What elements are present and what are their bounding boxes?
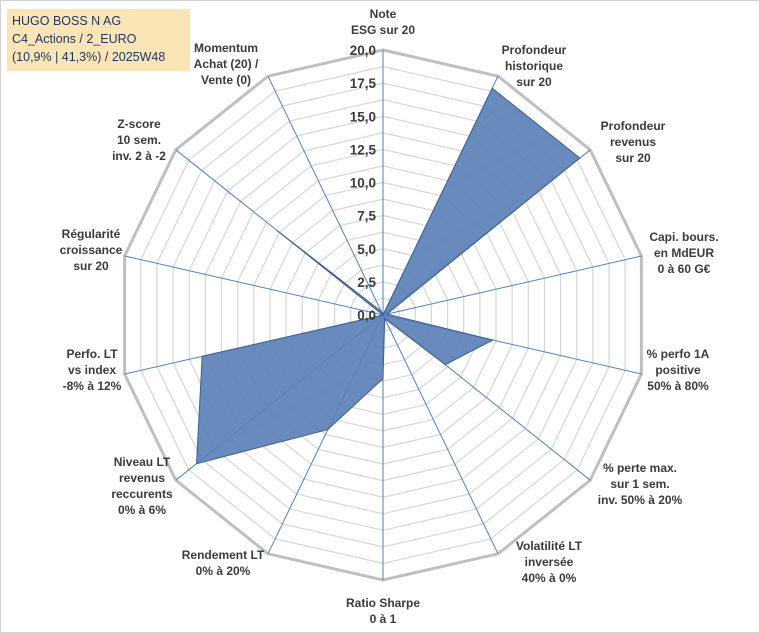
radar-axis-label-line: historique — [505, 59, 563, 73]
radar-axis-label-line: revenus — [119, 471, 165, 485]
radar-tick-labels: 0,0 2,5 5,0 7,5 10,0 12,5 15,0 17,5 20,0 — [350, 43, 377, 323]
radar-axis-label-line: inv. 2 à -2 — [112, 149, 166, 163]
radar-axis-label: Profondeur historique sur 20 — [502, 43, 567, 89]
radar-tick-label: 2,5 — [357, 275, 376, 290]
radar-axis-label: % perfo 1A positive 50% à 80% — [647, 347, 710, 393]
radar-axis-label-line: 40% à 0% — [522, 571, 577, 585]
radar-axis-label-line: croissance — [60, 243, 123, 257]
title-line-stats: (10,9% | 41,3%) / 2025W48 — [12, 50, 166, 64]
radar-axis-label-line: -8% à 12% — [63, 379, 122, 393]
radar-tick-label: 5,0 — [357, 242, 376, 257]
radar-axis-label-line: 0% à 20% — [196, 564, 251, 578]
radar-axis-label-line: 0 à 60 G€ — [658, 262, 711, 276]
radar-series — [195, 87, 581, 465]
radar-axis-label-line: Z-score — [117, 117, 161, 131]
radar-tick-label: 20,0 — [350, 43, 376, 58]
radar-axis-label: Capi. bours. en MdEUR 0 à 60 G€ — [649, 230, 718, 276]
radar-axis-label-line: Niveau LT — [114, 455, 171, 469]
radar-axis-label-line: % perfo 1A — [647, 347, 710, 361]
radar-axis-label-line: en MdEUR — [654, 246, 714, 260]
radar-axis-label-line: Profondeur — [601, 119, 666, 133]
radar-axis-label-line: inv. 50% à 20% — [598, 493, 683, 507]
radar-axis-label-line: Ratio Sharpe — [346, 596, 420, 610]
radar-axis-label-line: 0% à 6% — [118, 503, 166, 517]
radar-axis-label-line: Note — [370, 7, 397, 21]
radar-spoke — [382, 314, 499, 555]
radar-axis-label-line: vs index — [68, 363, 116, 377]
radar-axis-label-line: sur 20 — [615, 151, 651, 165]
radar-axis-label-line: reccurents — [111, 487, 173, 501]
radar-tick-label: 17,5 — [350, 76, 377, 91]
radar-tick-label: 0,0 — [357, 308, 376, 323]
title-line-company: HUGO BOSS N AG — [12, 14, 122, 28]
radar-axis-label: Rendement LT 0% à 20% — [182, 548, 265, 578]
radar-axis-labels: Note ESG sur 20 Profondeur historique sur 20… — [60, 7, 719, 626]
radar-axis-label-line: Profondeur — [502, 43, 567, 57]
radar-axis-label-line: Vente (0) — [201, 73, 251, 87]
radar-spoke — [382, 255, 642, 316]
radar-spoke — [124, 255, 384, 316]
radar-axis-label-line: inversée — [525, 555, 574, 569]
radar-axis-label-line: 0 à 1 — [370, 612, 397, 626]
radar-axis-label: Régularité croissance sur 20 — [60, 227, 123, 273]
radar-data-area — [195, 87, 581, 465]
radar-tick-label: 12,5 — [350, 142, 377, 157]
radar-axis-label: Ratio Sharpe 0 à 1 — [346, 596, 420, 626]
radar-axis-label-line: ESG sur 20 — [351, 23, 415, 37]
radar-axis-label-line: Achat (20) / — [194, 57, 259, 71]
radar-axis-label: Perfo. LT vs index -8% à 12% — [63, 347, 122, 393]
radar-axis-label-line: Capi. bours. — [649, 230, 718, 244]
radar-tick-label: 10,0 — [350, 176, 376, 191]
radar-tick-label: 7,5 — [357, 209, 376, 224]
radar-tick-label: 15,0 — [350, 109, 376, 124]
radar-axis-label-line: Volatilité LT — [516, 539, 583, 553]
radar-axis-label-line: % perte max. — [603, 461, 677, 475]
radar-axis-label-line: 10 sem. — [117, 133, 161, 147]
radar-spoke — [267, 75, 384, 316]
radar-axis-label-line: positive — [655, 363, 701, 377]
radar-axis-label-line: sur 20 — [516, 75, 552, 89]
chart-title-box: HUGO BOSS N AG C4_Actions / 2_EURO (10,9… — [7, 9, 190, 71]
radar-axis-label-line: 50% à 80% — [647, 379, 709, 393]
radar-axis-label-line: Rendement LT — [182, 548, 265, 562]
radar-axis-label: Volatilité LT inversée 40% à 0% — [516, 539, 583, 585]
radar-axis-label-line: revenus — [610, 135, 656, 149]
radar-axis-label: Niveau LT revenus reccurents 0% à 6% — [111, 455, 173, 517]
radar-axis-label-line: sur 20 — [73, 259, 109, 273]
radar-axis-label: Z-score 10 sem. inv. 2 à -2 — [112, 117, 166, 163]
radar-axis-label-line: Momentum — [194, 41, 258, 55]
radar-axis-label-line: Perfo. LT — [66, 347, 118, 361]
title-line-category: C4_Actions / 2_EURO — [12, 32, 137, 46]
radar-axis-label: Momentum Achat (20) / Vente (0) — [194, 41, 259, 87]
radar-axis-label: Note ESG sur 20 — [351, 7, 415, 37]
radar-axis-label: % perte max. sur 1 sem. inv. 50% à 20% — [598, 461, 683, 507]
radar-axis-label-line: Régularité — [62, 227, 121, 241]
radar-axis-label: Profondeur revenus sur 20 — [601, 119, 666, 165]
radar-axis-label-line: sur 1 sem. — [610, 477, 669, 491]
